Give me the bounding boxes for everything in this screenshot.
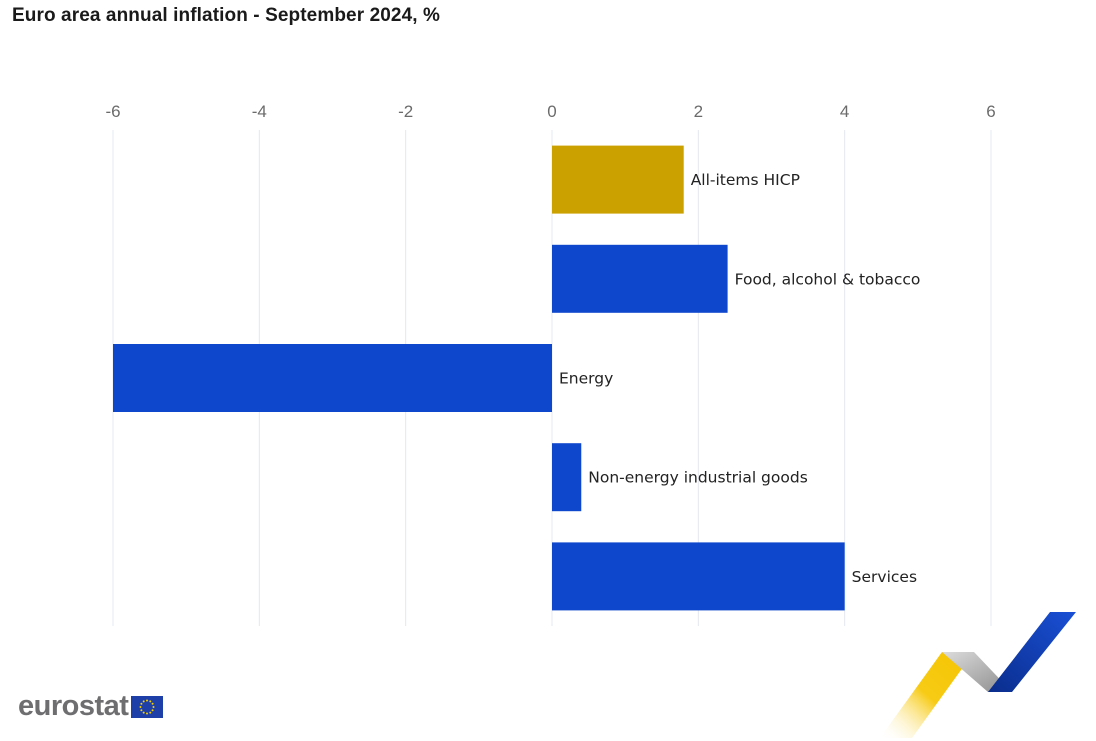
eurostat-logo: eurostat <box>18 690 164 723</box>
decorative-ribbon <box>880 612 1076 738</box>
x-tick-label: -6 <box>105 102 120 121</box>
bar-label: Services <box>852 568 917 586</box>
x-tick-label: 0 <box>547 102 556 121</box>
bar <box>552 145 684 214</box>
bar-label: Food, alcohol & tobacco <box>735 270 921 288</box>
eu-flag-icon <box>131 695 164 718</box>
brand-name: eurostat <box>18 690 129 722</box>
x-tick-label: -2 <box>398 102 413 121</box>
bar <box>552 244 728 313</box>
bar <box>552 542 845 611</box>
x-tick-label: 6 <box>986 102 995 121</box>
bar-label: All-items HICP <box>691 171 800 189</box>
x-tick-label: 4 <box>840 102 849 121</box>
bar <box>113 344 552 412</box>
x-tick-label: 2 <box>694 102 703 121</box>
chart-title: Euro area annual inflation - September 2… <box>12 5 440 26</box>
bar-label: Non-energy industrial goods <box>588 469 808 487</box>
bar-label: Energy <box>559 370 613 388</box>
bar <box>552 443 582 512</box>
x-tick-label: -4 <box>252 102 267 121</box>
